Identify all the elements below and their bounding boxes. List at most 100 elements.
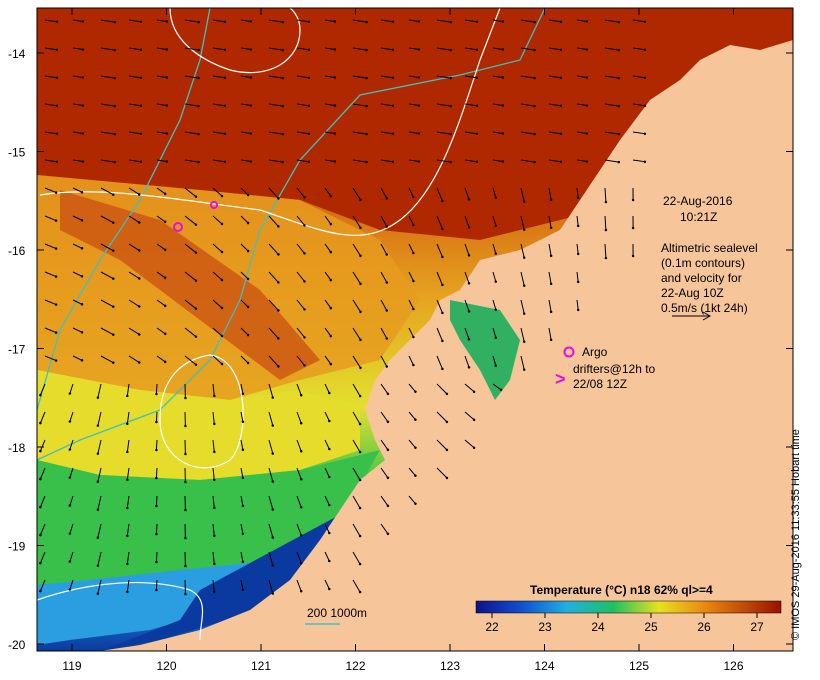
velocity-arrow bbox=[408, 243, 415, 255]
map-area bbox=[37, 8, 793, 651]
velocity-arrow bbox=[156, 215, 167, 224]
velocity-arrow bbox=[72, 47, 85, 51]
latitude-axis: -14 -15 -16 -17 -18 -19 -20 bbox=[8, 47, 793, 652]
lat-tick-label: -16 bbox=[8, 244, 26, 258]
velocity-arrow bbox=[268, 523, 275, 539]
timestamp-time: 10:21Z bbox=[680, 210, 717, 224]
velocity-arrow bbox=[156, 75, 169, 79]
velocity-arrow bbox=[128, 215, 141, 224]
velocity-arrow bbox=[44, 355, 58, 362]
velocity-arrow bbox=[492, 355, 498, 367]
velocity-arrow bbox=[268, 327, 280, 340]
velocity-arrow bbox=[156, 131, 169, 135]
velocity-arrow bbox=[100, 131, 117, 136]
velocity-arrow bbox=[436, 159, 453, 164]
velocity-arrow bbox=[520, 271, 526, 287]
velocity-arrow bbox=[492, 215, 498, 227]
velocity-arrow bbox=[39, 495, 46, 509]
velocity-arrow bbox=[380, 103, 395, 108]
longitude-axis: 119 120 121 122 123 124 125 126 bbox=[62, 8, 744, 673]
velocity-arrow bbox=[126, 383, 130, 398]
velocity-arrow bbox=[96, 411, 102, 427]
velocity-arrow bbox=[184, 19, 201, 24]
velocity-arrow bbox=[39, 523, 46, 537]
velocity-arrow bbox=[408, 75, 421, 79]
velocity-arrow bbox=[68, 439, 74, 451]
velocity-arrow bbox=[240, 523, 245, 536]
velocity-arrow bbox=[464, 131, 479, 136]
velocity-arrow bbox=[520, 103, 537, 108]
velocity-arrow bbox=[156, 243, 167, 252]
colorbar-gradient bbox=[475, 600, 782, 614]
velocity-arrow bbox=[240, 75, 253, 79]
velocity-arrow bbox=[520, 159, 537, 164]
velocity-arrow bbox=[240, 159, 253, 163]
velocity-arrow bbox=[44, 159, 59, 164]
velocity-arrow bbox=[548, 131, 563, 136]
velocity-arrow bbox=[604, 131, 621, 136]
velocity-arrow bbox=[436, 187, 444, 203]
velocity-arrow bbox=[436, 439, 449, 452]
altimetry-line: 0.5m/s (1kt 24h) bbox=[661, 301, 748, 315]
velocity-arrow bbox=[380, 411, 390, 424]
velocity-arrow bbox=[184, 327, 198, 338]
velocity-arrow bbox=[156, 355, 167, 364]
velocity-arrow bbox=[268, 495, 275, 511]
velocity-arrow bbox=[352, 327, 362, 342]
velocity-arrow bbox=[464, 215, 471, 229]
velocity-arrow bbox=[380, 131, 395, 136]
velocity-arrow bbox=[604, 75, 621, 80]
colorbar-tick-label: 24 bbox=[591, 620, 605, 634]
velocity-arrow bbox=[44, 47, 59, 52]
velocity-arrow bbox=[44, 327, 58, 334]
velocity-arrow bbox=[128, 187, 141, 196]
sea-level-contour bbox=[39, 8, 501, 236]
velocity-arrow bbox=[520, 327, 526, 343]
velocity-arrow bbox=[72, 19, 85, 23]
velocity-arrow bbox=[240, 271, 250, 281]
velocity-arrow bbox=[68, 551, 74, 563]
credit-text: © IMOS 29-Aug-2016 11:33:55 Hobart time bbox=[790, 429, 802, 640]
map-frame bbox=[36, 7, 794, 652]
velocity-arrow bbox=[155, 523, 158, 536]
velocity-arrow bbox=[39, 579, 46, 593]
velocity-arrow bbox=[324, 243, 333, 254]
colorbar-tick-label: 23 bbox=[538, 620, 552, 634]
velocity-arrow bbox=[324, 383, 331, 395]
velocity-arrow bbox=[268, 355, 280, 368]
velocity-arrow bbox=[268, 187, 280, 200]
velocity-arrow bbox=[408, 383, 417, 393]
velocity-arrow bbox=[492, 187, 498, 199]
velocity-arrow bbox=[296, 187, 306, 199]
velocity-arrow bbox=[576, 75, 589, 79]
velocity-arrow bbox=[68, 495, 74, 507]
velocity-arrow bbox=[464, 159, 479, 164]
velocity-arrow bbox=[96, 439, 102, 455]
velocity-arrow bbox=[240, 187, 250, 197]
velocity-arrow bbox=[126, 579, 130, 594]
velocity-arrow bbox=[268, 159, 285, 164]
velocity-arrow bbox=[324, 355, 333, 366]
velocity-arrow bbox=[436, 131, 453, 136]
velocity-arrow bbox=[296, 159, 311, 164]
velocity-arrow bbox=[184, 215, 198, 226]
velocity-arrow bbox=[39, 439, 46, 453]
velocity-arrow bbox=[128, 19, 143, 24]
velocity-arrow bbox=[408, 103, 421, 107]
velocity-arrow bbox=[576, 103, 589, 107]
velocity-arrow bbox=[324, 271, 333, 282]
velocity-arrow bbox=[464, 383, 476, 394]
velocity-arrow bbox=[324, 215, 333, 226]
velocity-arrow bbox=[352, 187, 362, 202]
drifter-marker bbox=[173, 222, 183, 232]
velocity-arrow bbox=[184, 75, 201, 80]
velocity-arrow bbox=[96, 579, 102, 595]
velocity-arrow bbox=[324, 187, 333, 198]
velocity-arrow bbox=[520, 131, 537, 136]
velocity-arrow bbox=[352, 271, 362, 286]
drifter-legend-label: 22/08 12Z bbox=[573, 377, 627, 391]
colorbar: Temperature (°C) n18 62% ql>=4 22 23 24 25 2… bbox=[475, 583, 782, 634]
velocity-arrow bbox=[268, 299, 280, 312]
velocity-arrow bbox=[212, 579, 216, 594]
lat-tick-label: -18 bbox=[8, 441, 26, 455]
